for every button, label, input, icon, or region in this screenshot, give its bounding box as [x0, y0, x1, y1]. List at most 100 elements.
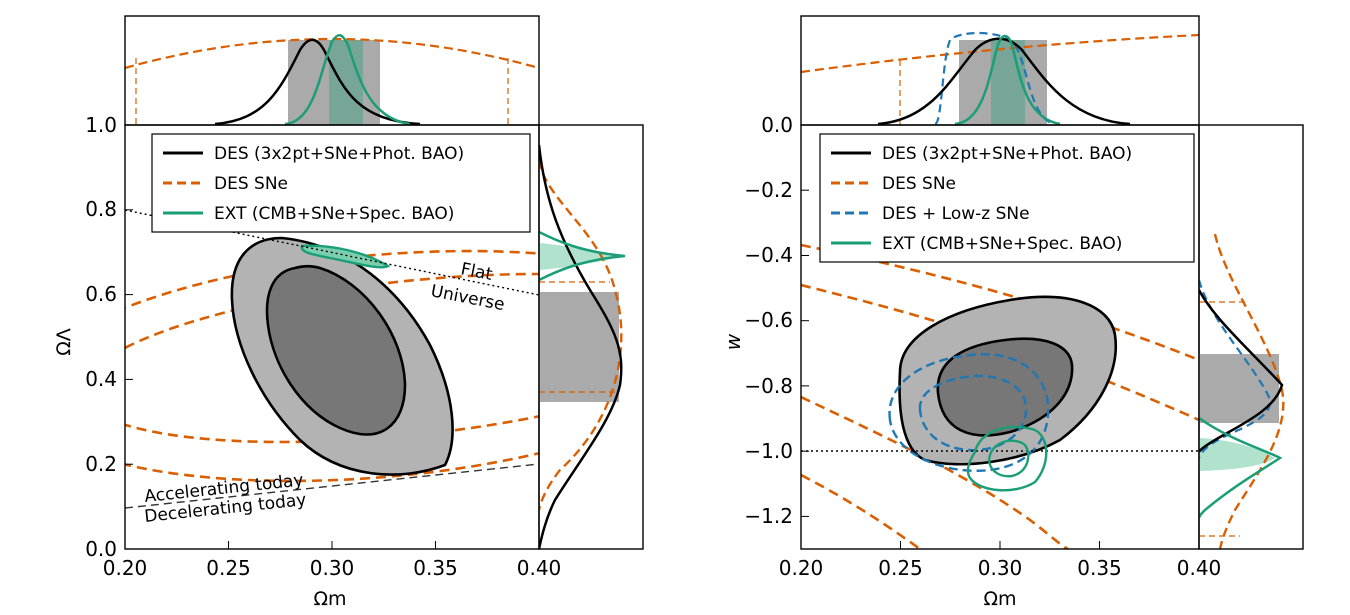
- left-ext-contour: [300, 244, 391, 269]
- left-accel-line: [125, 463, 539, 509]
- right-y-tick: −1.2: [744, 504, 809, 528]
- left-legend-entry: DES (3x2pt+SNe+Phot. BAO): [163, 144, 464, 164]
- right-y-tick: 0.0: [761, 113, 809, 137]
- svg-text:0.35: 0.35: [1077, 556, 1122, 580]
- left-flat-label: Flat: [459, 259, 494, 285]
- right-right-des-68-band: [1199, 354, 1279, 423]
- svg-text:0.30: 0.30: [310, 556, 355, 580]
- left-right-ext-fill: [539, 243, 625, 270]
- left-right-ext-curve: [539, 230, 626, 282]
- svg-text:0.25: 0.25: [878, 556, 923, 580]
- left-x-tick: 0.40: [517, 541, 562, 580]
- right-legend: DES (3x2pt+SNe+Phot. BAO) DES SNe DES + …: [819, 133, 1195, 263]
- right-x-tick: 0.25: [878, 541, 923, 580]
- right-right-lowz-curve: [1199, 279, 1271, 459]
- right-legend-label: DES SNe: [882, 174, 956, 194]
- left-y-tick: 1.0: [85, 113, 133, 137]
- right-x-tick: 0.20: [779, 541, 824, 580]
- right-panel: DES (3x2pt+SNe+Phot. BAO) DES SNe DES + …: [721, 15, 1304, 610]
- svg-text:0.6: 0.6: [85, 282, 117, 306]
- left-x-tick: 0.30: [310, 541, 355, 580]
- left-sne-95-contour: [125, 249, 539, 483]
- left-y-axis: 0.0 0.2 0.4 0.6 0.8 1.0 ΩΛ: [53, 113, 133, 561]
- left-y-tick: 0.8: [85, 197, 133, 221]
- svg-text:−0.2: −0.2: [744, 178, 793, 202]
- right-right-ext-fill: [1199, 438, 1275, 471]
- svg-text:0.20: 0.20: [103, 556, 148, 580]
- svg-text:1.0: 1.0: [85, 113, 117, 137]
- left-top-des-curve: [214, 38, 421, 125]
- svg-text:−0.6: −0.6: [744, 308, 793, 332]
- left-x-tick: 0.35: [413, 541, 458, 580]
- right-sne-curve: [801, 243, 1199, 362]
- right-legend-entry: EXT (CMB+SNe+Spec. BAO): [831, 234, 1122, 254]
- left-y-tick: 0.0: [85, 537, 133, 561]
- svg-text:0.25: 0.25: [206, 556, 251, 580]
- right-right-ext-curve: [1199, 416, 1283, 519]
- right-legend-entry: DES (3x2pt+SNe+Phot. BAO): [831, 144, 1132, 164]
- right-x-label: Ωm: [983, 588, 1016, 610]
- left-y-tick: 0.6: [85, 282, 133, 306]
- right-x-tick: 0.40: [1177, 541, 1222, 580]
- right-lowz-68-contour: [918, 374, 1028, 452]
- right-top-sne-curve: [801, 33, 1199, 74]
- svg-text:0.40: 0.40: [517, 556, 562, 580]
- right-ext-68-contour: [988, 439, 1030, 478]
- svg-text:0.35: 0.35: [413, 556, 458, 580]
- svg-text:−1.0: −1.0: [744, 439, 793, 463]
- left-legend-label: EXT (CMB+SNe+Spec. BAO): [214, 204, 454, 224]
- right-y-axis: −1.2 −1.0 −0.8 −0.6 −0.4 −0.2 0.0 w: [721, 113, 809, 528]
- left-right-frame: [538, 124, 644, 550]
- svg-text:0.40: 0.40: [1177, 556, 1222, 580]
- right-y-tick: −0.8: [744, 374, 809, 398]
- right-x-tick: 0.35: [1077, 541, 1122, 580]
- left-top-des-68-band: [288, 40, 380, 125]
- right-y-tick: −0.6: [744, 308, 809, 332]
- right-legend-entry: DES SNe: [831, 174, 956, 194]
- right-y-label: w: [721, 333, 745, 350]
- right-right-marginal: [1199, 233, 1285, 549]
- left-y-tick: 0.2: [85, 452, 133, 476]
- right-top-ext-curve: [954, 34, 1061, 125]
- left-y-label: ΩΛ: [53, 328, 75, 356]
- right-ext-95-contour: [966, 425, 1048, 492]
- right-top-marginal: [801, 31, 1199, 125]
- right-des-68-contour: [936, 337, 1074, 437]
- left-x-axis: 0.20 0.25 0.30 0.35 0.40 Ωm: [103, 541, 562, 610]
- right-legend-label: EXT (CMB+SNe+Spec. BAO): [882, 234, 1122, 254]
- left-x-tick: 0.20: [103, 541, 148, 580]
- left-x-tick: 0.25: [206, 541, 251, 580]
- svg-text:−0.8: −0.8: [744, 374, 793, 398]
- left-right-des-68-band: [539, 292, 619, 402]
- right-x-tick: 0.30: [978, 541, 1023, 580]
- left-legend-entry: EXT (CMB+SNe+Spec. BAO): [163, 204, 454, 224]
- right-top-lowz-curve: [933, 31, 1056, 125]
- svg-text:0.2: 0.2: [85, 452, 117, 476]
- left-legend-box: [151, 133, 531, 233]
- left-legend-entry: DES SNe: [163, 174, 288, 194]
- right-x-axis: 0.20 0.25 0.30 0.35 0.40 Ωm: [779, 541, 1222, 610]
- right-sne-curve: [801, 473, 921, 549]
- svg-text:0.30: 0.30: [978, 556, 1023, 580]
- left-top-ext-curve: [284, 34, 411, 125]
- left-right-marginal: [539, 144, 626, 549]
- right-right-sne-curve: [1213, 233, 1285, 549]
- left-top-sne-curve: [125, 37, 539, 70]
- right-y-tick: −0.4: [744, 243, 809, 267]
- left-x-label: Ωm: [313, 588, 346, 610]
- svg-text:−0.4: −0.4: [744, 243, 793, 267]
- svg-text:0.20: 0.20: [779, 556, 824, 580]
- left-universe-label: Universe: [429, 281, 506, 315]
- right-main-plot: [801, 243, 1199, 549]
- right-right-frame: [1198, 124, 1304, 550]
- left-des-68-contour: [265, 264, 407, 436]
- left-top-ext-68-band: [329, 40, 363, 125]
- left-legend-label: DES SNe: [214, 174, 288, 194]
- right-legend-label: DES + Low-z SNe: [882, 204, 1030, 224]
- left-panel: Flat Universe Accelerating today Deceler…: [53, 15, 644, 610]
- svg-text:−1.2: −1.2: [744, 504, 793, 528]
- right-y-tick: −0.2: [744, 178, 809, 202]
- left-main-plot: [125, 209, 539, 509]
- left-legend: DES (3x2pt+SNe+Phot. BAO) DES SNe EXT (C…: [151, 133, 531, 233]
- svg-text:0.4: 0.4: [85, 367, 117, 391]
